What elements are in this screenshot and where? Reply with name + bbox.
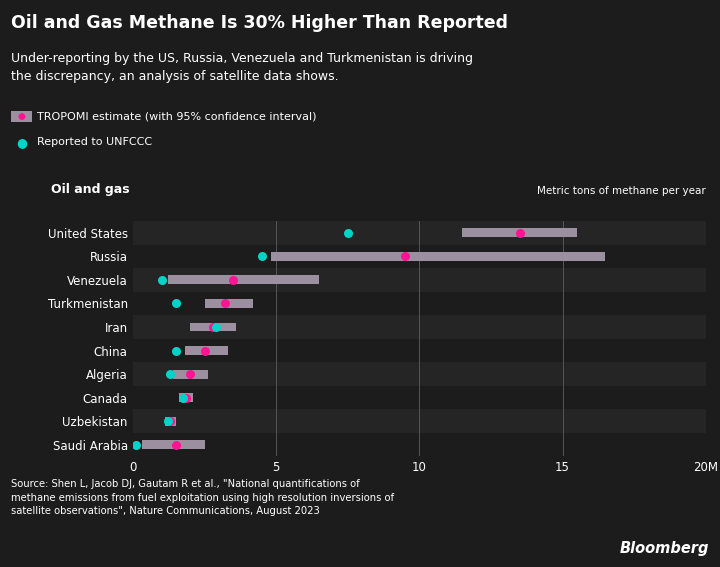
Text: Oil and gas: Oil and gas (51, 183, 130, 196)
Bar (168, 276, 319, 285)
Bar (133, 291, 706, 315)
Text: Source: Shen L, Jacob DJ, Gautam R et al., "National quantifications of
methane : Source: Shen L, Jacob DJ, Gautam R et al… (11, 479, 394, 517)
Text: Reported to UNFCCC: Reported to UNFCCC (37, 137, 153, 147)
Text: Bloomberg: Bloomberg (620, 541, 709, 556)
Bar (190, 323, 236, 332)
Bar (133, 315, 706, 338)
Bar (133, 386, 706, 409)
Bar (142, 440, 204, 449)
Bar (204, 299, 253, 308)
Text: Oil and Gas Methane Is 30% Higher Than Reported: Oil and Gas Methane Is 30% Higher Than R… (11, 14, 508, 32)
Text: Under-reporting by the US, Russia, Venezuela and Turkmenistan is driving
the dis: Under-reporting by the US, Russia, Venez… (11, 52, 473, 83)
Text: ●: ● (18, 112, 25, 121)
Text: ●: ● (16, 136, 27, 149)
Bar (462, 229, 577, 238)
Bar (133, 221, 706, 245)
Bar (185, 346, 228, 355)
Bar (133, 409, 706, 433)
Bar (179, 393, 193, 402)
Bar (133, 245, 706, 268)
Text: Metric tons of methane per year: Metric tons of methane per year (537, 185, 706, 196)
Bar (133, 268, 706, 291)
Bar (133, 362, 706, 386)
Bar (133, 338, 706, 362)
Bar (165, 417, 176, 426)
Text: TROPOMI estimate (with 95% confidence interval): TROPOMI estimate (with 95% confidence in… (37, 112, 317, 122)
Bar (174, 370, 207, 379)
Bar (271, 252, 606, 261)
Bar (133, 433, 706, 456)
